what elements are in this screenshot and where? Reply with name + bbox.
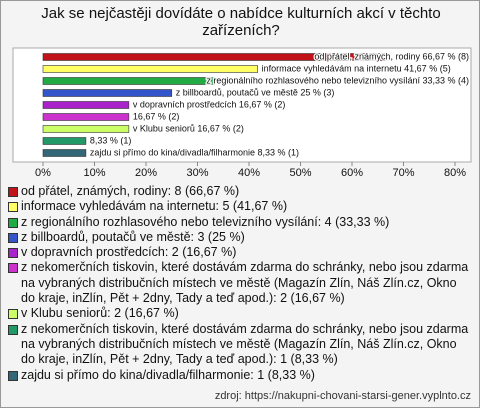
legend-swatch (8, 370, 18, 381)
legend-label: z nekomerčních tiskovin, které dostávám … (21, 321, 469, 367)
legend-item: v Klubu seniorů: 2 (16,67 %) (7, 306, 473, 321)
legend-swatch (8, 309, 18, 320)
value-label: informace vyhledávám na internetu 41,67 … (262, 63, 451, 73)
legend-label: z regionálního rozhlasového nebo televiz… (21, 214, 390, 229)
legend-swatch (8, 248, 18, 259)
x-tick-label: 0% (35, 167, 51, 179)
legend-label: v Klubu seniorů: 2 (16,67 %) (21, 306, 179, 321)
legend-item: v dopravních prostředcích: 2 (16,67 %) (7, 245, 473, 260)
chart-title: Jak se nejčastěji dovídáte o nabídce kul… (41, 5, 441, 39)
legend-swatch (8, 217, 18, 228)
bar (42, 149, 87, 157)
value-label: zajdu si přímo do kina/divadla/filharmon… (90, 147, 299, 157)
bar (42, 77, 215, 85)
source: zdroj: https://nakupni-chovani-starsi-ge… (214, 390, 471, 402)
x-tick-label: 20% (135, 167, 157, 179)
value-label: v Klubu seniorů 16,67 % (2) (133, 123, 244, 133)
legend-item: od přátel, známých, rodiny: 8 (66,67 %) (7, 184, 473, 199)
legend-label: zajdu si přímo do kina/divadla/filharmon… (21, 367, 315, 382)
legend-item: z regionálního rozhlasového nebo televiz… (7, 215, 473, 230)
bar (42, 113, 130, 121)
legend-swatch (8, 202, 18, 213)
value-label: 8,33 % (1) (90, 135, 132, 145)
bar (42, 125, 130, 133)
chart: 0% 10% 20% 30% 40% 50% 60% 70% 80% od přátel, zná… (12, 47, 472, 179)
x-tick-label: 40% (238, 167, 260, 179)
x-tick-label: 50% (289, 167, 311, 179)
legend-swatch (8, 187, 18, 197)
legend-item: zajdu si přímo do kina/divadla/filharmon… (7, 368, 473, 383)
bar (42, 65, 258, 73)
legend-swatch (8, 324, 18, 335)
x-tick-label: 10% (83, 167, 105, 179)
legend-swatch (8, 263, 18, 274)
x-tick-label: 30% (186, 167, 208, 179)
bar (42, 137, 87, 145)
legend-swatch (8, 232, 18, 243)
value-label: v dopravních prostředcích 16,67 % (2) (133, 99, 286, 109)
bar (42, 89, 173, 97)
legend: od přátel, známých, rodiny: 8 (66,67 %) i… (7, 184, 473, 383)
value-label: od přátel, známých, rodiny 66,67 % (8) (314, 51, 469, 61)
value-label: z billboardů, poutačů ve městě 25 % (3) (176, 87, 335, 97)
x-tick-label: 70% (392, 167, 414, 179)
legend-label: v dopravních prostředcích: 2 (16,67 %) (21, 245, 237, 260)
legend-item: z nekomerčních tiskovin, které dostávám … (7, 322, 473, 368)
value-label: 16,67 % (2) (133, 111, 180, 121)
legend-item: z billboardů, poutačů ve městě: 3 (25 %) (7, 230, 473, 245)
bar (42, 101, 130, 109)
legend-label: od přátel, známých, rodiny: 8 (66,67 %) (21, 184, 240, 198)
x-tick-label: 60% (341, 167, 363, 179)
legend-item: informace vyhledávám na internetu: 5 (41… (7, 199, 473, 214)
legend-label: informace vyhledávám na internetu: 5 (41… (21, 199, 288, 214)
legend-label: z nekomerčních tiskovin, které dostávám … (21, 260, 469, 306)
x-tick-label: 80% (444, 167, 466, 179)
bar (42, 53, 387, 61)
legend-label: z billboardů, poutačů ve městě: 3 (25 %) (21, 229, 245, 244)
value-label: z regionálního rozhlasového nebo televiz… (206, 75, 469, 85)
legend-item: z nekomerčních tiskovin, které dostávám … (7, 260, 473, 306)
